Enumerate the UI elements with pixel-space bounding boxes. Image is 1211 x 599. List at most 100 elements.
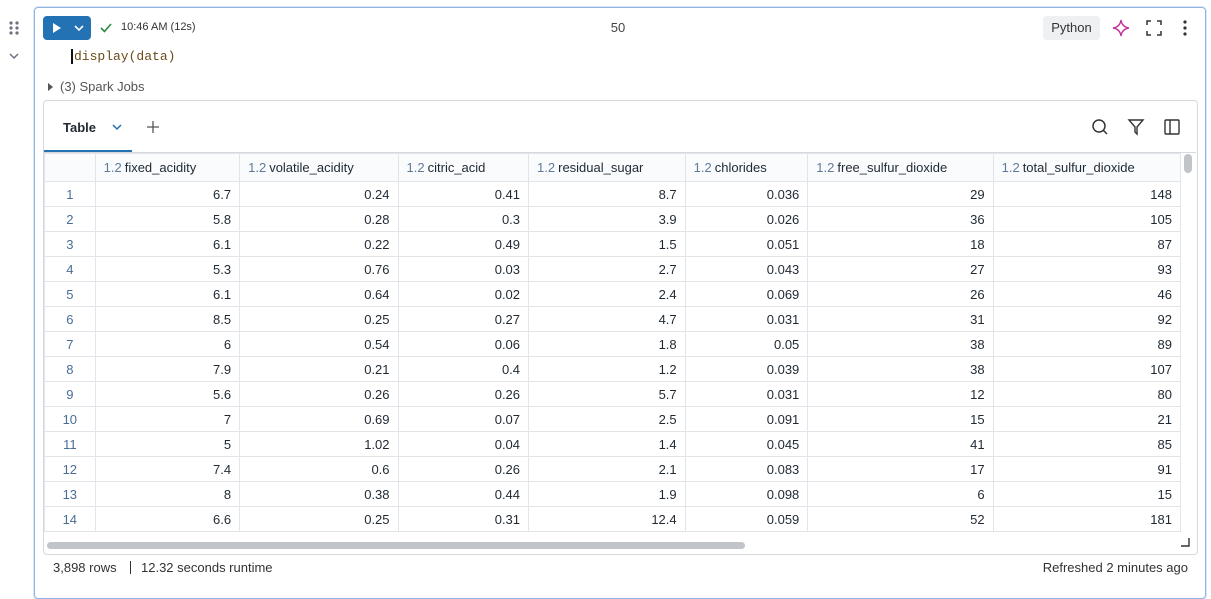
column-type: 1.2 xyxy=(537,160,556,175)
table-cell: 2.1 xyxy=(528,456,686,482)
column-name: free_sulfur_dioxide xyxy=(837,160,948,175)
add-tab[interactable] xyxy=(146,120,160,134)
horizontal-scrollbar[interactable] xyxy=(47,542,745,549)
vertical-scrollbar[interactable] xyxy=(1184,154,1192,173)
table-cell: 5.3 xyxy=(94,256,241,282)
table-cell: 0.07 xyxy=(397,406,530,432)
column-type: 1.2 xyxy=(693,160,712,175)
table-cell: 0.76 xyxy=(239,256,399,282)
row-number: 8 xyxy=(44,356,96,382)
code-line[interactable]: display(data) xyxy=(71,49,175,64)
row-number: 1 xyxy=(44,181,96,207)
table-cell: 0.069 xyxy=(684,281,809,307)
table-cell: 2.4 xyxy=(528,281,686,307)
header-row: 1.2 fixed_acidity 1.2 volatile_acidity 1.2 ci… xyxy=(44,153,1181,182)
table-cell: 0.4 xyxy=(397,356,530,382)
table-cell: 21 xyxy=(992,406,1181,432)
table-cell: 29 xyxy=(807,181,994,207)
table-cell: 0.3 xyxy=(397,206,530,232)
table-cell: 5.8 xyxy=(94,206,241,232)
results-panel xyxy=(43,100,1198,555)
column-header[interactable]: 1.2 free_sulfur_dioxide xyxy=(807,153,994,182)
row-number: 9 xyxy=(44,381,96,407)
table-cell: 85 xyxy=(992,431,1181,457)
column-name: citric_acid xyxy=(427,160,486,175)
divider xyxy=(44,152,1196,153)
table-row: 4 5.3 0.76 0.03 2.7 0.043 27 93 xyxy=(44,256,1181,282)
tab-menu[interactable] xyxy=(111,123,123,131)
row-number: 6 xyxy=(44,306,96,332)
table-cell: 4.7 xyxy=(528,306,686,332)
row-number: 10 xyxy=(44,406,96,432)
table-cell: 0.26 xyxy=(397,456,530,482)
refreshed: Refreshed 2 minutes ago xyxy=(1042,560,1188,575)
drag-handle[interactable] xyxy=(8,20,22,64)
table-cell: 0.02 xyxy=(397,281,530,307)
table-cell: 6.6 xyxy=(94,506,241,532)
column-header[interactable]: 1.2 total_sulfur_dioxide xyxy=(992,153,1181,182)
table-row: 13 8 0.38 0.44 1.9 0.098 6 15 xyxy=(44,481,1181,507)
table-cell: 0.24 xyxy=(239,181,399,207)
table-cell: 27 xyxy=(807,256,994,282)
column-header[interactable]: 1.2 volatile_acidity xyxy=(239,153,399,182)
table-row: 14 6.6 0.25 0.31 12.4 0.059 52 181 xyxy=(44,506,1181,532)
run-button[interactable] xyxy=(43,16,91,40)
table-cell: 0.26 xyxy=(397,381,530,407)
table-cell: 89 xyxy=(992,331,1181,357)
column-header[interactable]: 1.2 citric_acid xyxy=(397,153,530,182)
table-cell: 92 xyxy=(992,306,1181,332)
table-row: 12 7.4 0.6 0.26 2.1 0.083 17 91 xyxy=(44,456,1181,482)
table-cell: 12.4 xyxy=(528,506,686,532)
column-name: volatile_acidity xyxy=(269,160,354,175)
resize-handle[interactable] xyxy=(1180,537,1190,547)
table-cell: 0.031 xyxy=(684,381,809,407)
table-cell: 8.5 xyxy=(94,306,241,332)
language-badge[interactable]: Python xyxy=(1043,16,1100,40)
table-row: 7 6 0.54 0.06 1.8 0.05 38 89 xyxy=(44,331,1181,357)
column-header[interactable]: 1.2 residual_sugar xyxy=(528,153,686,182)
column-name: fixed_acidity xyxy=(124,160,197,175)
table-cell: 1.02 xyxy=(239,431,399,457)
page: Notebook cell {"cell": {"time": "10:46 A… xyxy=(8,7,1206,599)
run-time: 10:46 AM (12s) xyxy=(121,21,196,33)
table-cell: 12 xyxy=(807,381,994,407)
column-type: 1.2 xyxy=(248,160,267,175)
table-cell: 0.25 xyxy=(239,306,399,332)
row-number: 4 xyxy=(44,256,96,282)
table-cell: 0.098 xyxy=(684,481,809,507)
table-cell: 0.31 xyxy=(397,506,530,532)
column-type: 1.2 xyxy=(816,160,835,175)
row-number: 3 xyxy=(44,231,96,257)
table-cell: 0.04 xyxy=(397,431,530,457)
table-cell: 0.031 xyxy=(684,306,809,332)
table-cell: 8 xyxy=(94,481,241,507)
table-cell: 0.05 xyxy=(684,331,809,357)
table-cell: 181 xyxy=(992,506,1181,532)
table-cell: 0.059 xyxy=(684,506,809,532)
table-tab[interactable]: Table xyxy=(63,120,96,135)
table-cell: 80 xyxy=(992,381,1181,407)
spark-jobs[interactable]: (3) Spark Jobs xyxy=(60,79,145,94)
table-tools[interactable] xyxy=(1090,118,1182,136)
table-cell: 0.27 xyxy=(397,306,530,332)
table-cell: 7 xyxy=(94,406,241,432)
table-cell: 52 xyxy=(807,506,994,532)
table-cell: 6.1 xyxy=(94,231,241,257)
cell-actions[interactable] xyxy=(1112,19,1196,37)
column-name: chlorides xyxy=(714,160,767,175)
run-icons xyxy=(53,23,84,33)
column-name: residual_sugar xyxy=(558,160,644,175)
table-cell: 5.7 xyxy=(528,381,686,407)
table-cell: 38 xyxy=(807,331,994,357)
table-cell: 36 xyxy=(807,206,994,232)
table-cell: 105 xyxy=(992,206,1181,232)
table-cell: 0.38 xyxy=(239,481,399,507)
expand-caret[interactable] xyxy=(47,82,55,92)
column-header[interactable]: 1.2 chlorides xyxy=(684,153,809,182)
row-number: 5 xyxy=(44,281,96,307)
column-header[interactable]: 1.2 fixed_acidity xyxy=(94,153,241,182)
table-cell: 93 xyxy=(992,256,1181,282)
table-cell: 0.051 xyxy=(684,231,809,257)
column-type: 1.2 xyxy=(103,160,122,175)
row-number: 14 xyxy=(44,506,96,532)
